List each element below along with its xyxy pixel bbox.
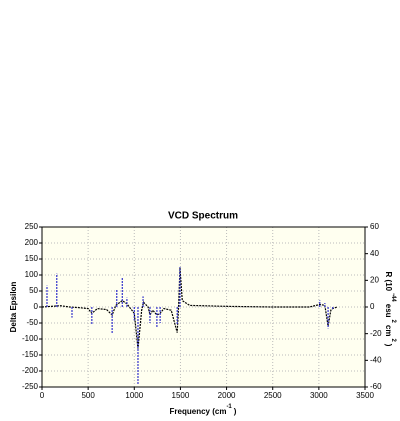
y-axis-label: Delta Epsilon	[9, 282, 18, 333]
x-tick-label: 3500	[356, 391, 374, 400]
x-label-sup: -1	[226, 404, 232, 410]
x-tick-label: 1000	[125, 391, 143, 400]
y-tick-label: 100	[25, 270, 39, 279]
y2-tick-label: 60	[370, 222, 379, 231]
x-tick-label: 500	[81, 391, 95, 400]
x-axis-label: Frequency (cm-1)	[170, 404, 237, 417]
y2-label-text: R (10	[384, 272, 393, 292]
x-tick-label: 2000	[218, 391, 236, 400]
y2-tick-label: 40	[370, 249, 379, 258]
x-label-text: Frequency (cm	[170, 407, 227, 416]
y-tick-label: -50	[26, 318, 38, 327]
y2-tick-label: -20	[370, 329, 382, 338]
y-tick-label: 0	[34, 302, 39, 311]
y2-label-sup: -44	[390, 293, 396, 302]
x-label-end: )	[234, 407, 237, 416]
y2-tick-label: 20	[370, 275, 379, 284]
y-tick-label: 200	[25, 238, 39, 247]
y-tick-label: -150	[22, 350, 39, 359]
y2-label-text: cm	[384, 325, 393, 337]
y-tick-label: 50	[29, 286, 38, 295]
x-tick-label: 1500	[172, 391, 190, 400]
x-tick-label: 2500	[264, 391, 282, 400]
y2-label-text: )	[384, 344, 393, 347]
y-tick-label: -250	[22, 382, 39, 391]
y2-tick-label: 0	[370, 302, 375, 311]
y2-label-sup: 2	[390, 338, 396, 342]
y-tick-label: 150	[25, 254, 39, 263]
y2-axis-label: R (10-44 esu 2cm2)	[384, 272, 397, 347]
y2-label-sup: 2	[390, 320, 396, 324]
x-tick-label: 0	[40, 391, 45, 400]
y2-tick-label: -60	[370, 382, 382, 391]
y-tick-label: -200	[22, 366, 39, 375]
chart-title: VCD Spectrum	[168, 211, 238, 222]
y-tick-label: 250	[25, 222, 39, 231]
y-tick-label: -100	[22, 334, 39, 343]
y2-label-text: esu	[384, 304, 393, 318]
y2-tick-label: -40	[370, 355, 382, 364]
x-tick-label: 3000	[310, 391, 328, 400]
spectrum-line	[41, 267, 338, 349]
